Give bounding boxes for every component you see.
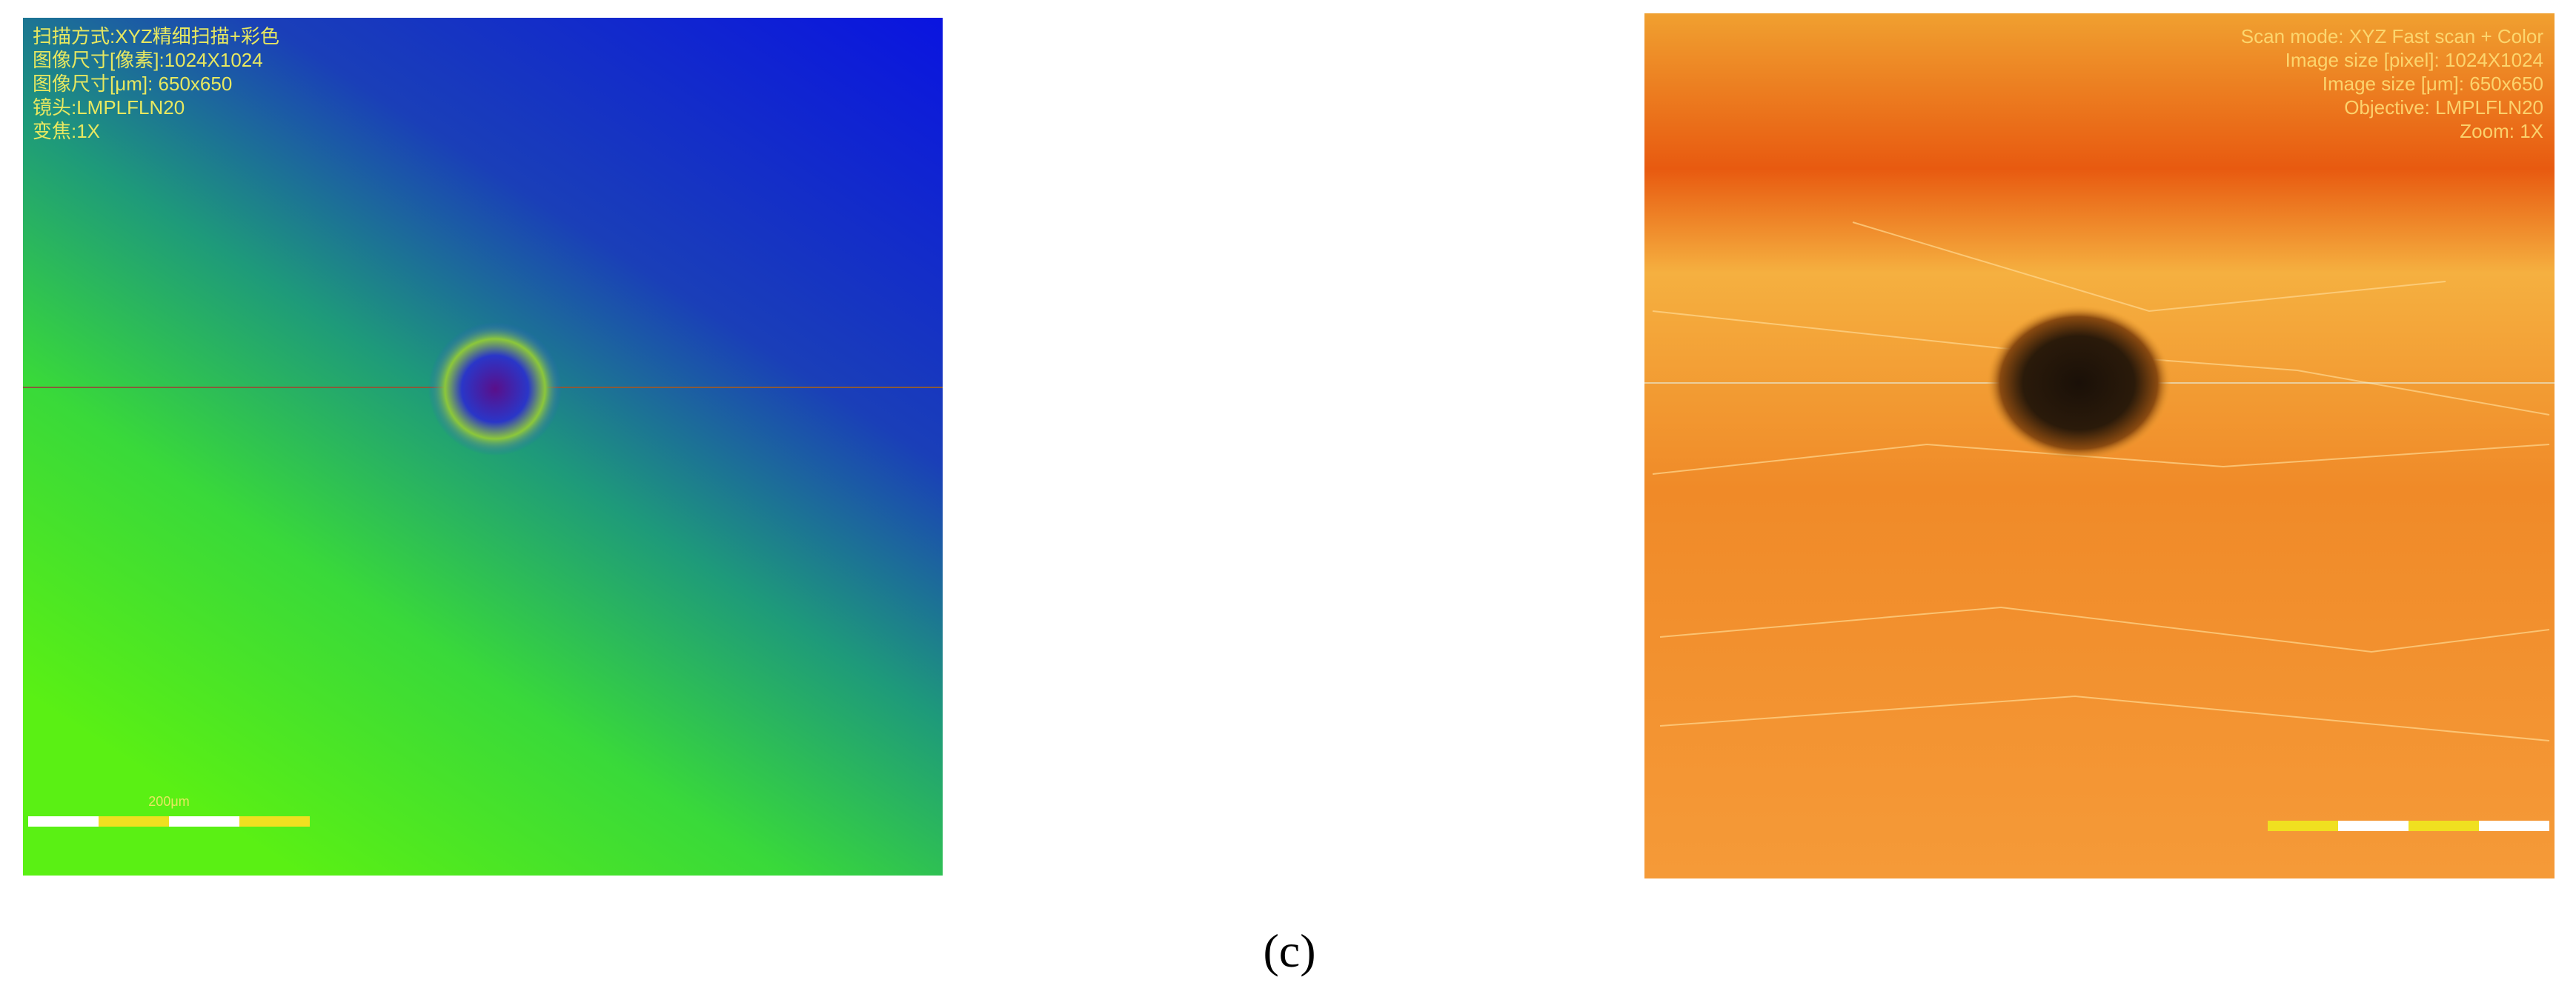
overlay-line: 变焦:1X bbox=[33, 120, 100, 142]
scale-bar bbox=[2268, 821, 2549, 831]
crater bbox=[428, 322, 562, 456]
crater bbox=[1986, 305, 2171, 461]
left-image: 200μm 扫描方式:XYZ精细扫描+彩色图像尺寸[像素]:1024X1024图… bbox=[23, 18, 943, 876]
overlay-line: Image size [μm]: 650x650 bbox=[2323, 73, 2543, 95]
overlay-line: 扫描方式:XYZ精细扫描+彩色 bbox=[33, 25, 279, 47]
overlay-line: 图像尺寸[像素]:1024X1024 bbox=[33, 49, 263, 71]
overlay-line: Zoom: 1X bbox=[2460, 120, 2543, 142]
scale-bar: 200μm bbox=[28, 794, 310, 827]
caption: (c) bbox=[1263, 924, 1315, 977]
scale-label: 200μm bbox=[148, 794, 189, 809]
overlay-line: 图像尺寸[μm]: 650x650 bbox=[33, 73, 232, 95]
overlay-line: Image size [pixel]: 1024X1024 bbox=[2285, 49, 2543, 71]
overlay-line: 镜头:LMPLFLN20 bbox=[33, 96, 185, 119]
overlay-text: 扫描方式:XYZ精细扫描+彩色图像尺寸[像素]:1024X1024图像尺寸[μm… bbox=[33, 25, 279, 142]
overlay-line: Scan mode: XYZ Fast scan + Color bbox=[2241, 25, 2544, 47]
overlay-line: Objective: LMPLFLN20 bbox=[2344, 96, 2543, 119]
